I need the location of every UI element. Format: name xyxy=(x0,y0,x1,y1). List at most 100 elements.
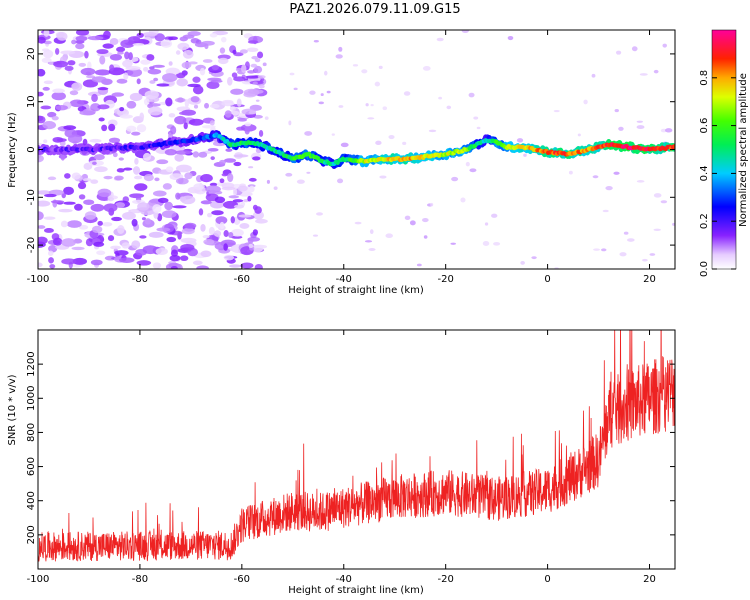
noise-blob xyxy=(446,105,452,110)
noise-blob xyxy=(142,152,151,161)
noise-blob xyxy=(229,264,242,268)
noise-blob xyxy=(154,177,160,182)
noise-blob xyxy=(201,40,215,46)
x-tick-label: -80 xyxy=(132,574,148,585)
noise-blob xyxy=(210,156,215,161)
noise-blob xyxy=(132,166,141,175)
noise-blob xyxy=(63,201,76,205)
noise-blob xyxy=(149,80,156,84)
noise-blob xyxy=(102,222,113,227)
noise-blob xyxy=(47,111,57,118)
noise-blob xyxy=(66,220,82,228)
noise-blob xyxy=(143,67,149,72)
noise-blob xyxy=(493,241,501,246)
noise-blob xyxy=(71,172,81,180)
colorbar-ticks: 0.0 0.2 0.4 0.6 0.8 xyxy=(699,70,736,277)
noise-blob xyxy=(451,176,459,182)
noise-blob xyxy=(103,203,118,213)
noise-blob xyxy=(61,258,77,265)
noise-blob xyxy=(132,43,145,47)
noise-blob xyxy=(264,116,269,120)
noise-blob xyxy=(476,126,481,130)
noise-blob xyxy=(131,218,138,227)
noise-blob xyxy=(636,180,645,183)
noise-blob xyxy=(593,248,600,251)
noise-blob xyxy=(181,61,192,69)
noise-blob xyxy=(202,234,210,239)
noise-blob xyxy=(174,97,186,103)
noise-blob xyxy=(626,238,635,242)
noise-blob xyxy=(203,239,215,245)
noise-blob xyxy=(214,196,226,204)
noise-blob xyxy=(48,257,54,264)
noise-blob xyxy=(38,211,44,221)
noise-blob xyxy=(168,113,176,118)
noise-blob xyxy=(207,147,219,152)
noise-blob xyxy=(220,36,227,43)
noise-blob xyxy=(465,161,470,167)
noise-blob xyxy=(318,101,325,105)
noise-blob xyxy=(491,213,498,218)
noise-blob xyxy=(82,178,92,182)
noise-blob xyxy=(205,185,221,193)
y-tick-label: -10 xyxy=(26,189,37,205)
noise-blob xyxy=(139,112,145,121)
noise-blob xyxy=(636,125,645,130)
noise-blob xyxy=(168,61,173,66)
snr-x-axis-label: Height of straight line (km) xyxy=(288,585,424,596)
noise-blob xyxy=(90,203,105,212)
noise-blob xyxy=(168,36,178,41)
noise-blob xyxy=(157,197,169,204)
noise-blob xyxy=(69,99,85,108)
noise-blob xyxy=(78,194,86,200)
noise-blob xyxy=(122,211,136,220)
noise-blob xyxy=(232,199,244,203)
noise-blob xyxy=(211,64,219,71)
y-tick-label: 1200 xyxy=(26,351,37,376)
noise-blob xyxy=(78,62,87,67)
noise-blob xyxy=(48,61,54,65)
noise-blob xyxy=(116,78,128,84)
noise-blob xyxy=(175,72,186,79)
noise-blob xyxy=(63,125,77,130)
noise-blob xyxy=(91,76,107,83)
colorbar-tick-label: 0.4 xyxy=(699,165,710,181)
noise-blob xyxy=(266,179,270,184)
x-tick-label: -20 xyxy=(438,574,454,585)
noise-blob xyxy=(662,43,667,48)
noise-blob xyxy=(248,110,257,115)
noise-blob xyxy=(370,104,374,107)
noise-blob xyxy=(253,65,263,74)
noise-blob xyxy=(156,227,171,232)
noise-blob xyxy=(111,92,125,97)
noise-blob xyxy=(192,260,203,266)
noise-blob xyxy=(577,133,581,137)
noise-blob xyxy=(672,222,675,226)
noise-blob xyxy=(602,209,609,213)
noise-blob xyxy=(230,235,243,239)
colorbar: 0.0 0.2 0.4 0.6 0.8 Normalized spectral ampl… xyxy=(699,29,749,277)
noise-blob xyxy=(38,200,51,207)
noise-blob xyxy=(247,40,259,44)
noise-blob xyxy=(469,168,477,173)
noise-blob xyxy=(507,35,514,41)
noise-blob xyxy=(385,233,393,239)
noise-blob xyxy=(248,243,254,249)
snr-x-ticks: -100 -80 -60 -40 -20 0 20 xyxy=(27,330,656,585)
noise-blob xyxy=(119,106,125,112)
y-tick-label: 800 xyxy=(26,423,37,442)
noise-blob xyxy=(337,178,344,184)
x-tick-label: 0 xyxy=(544,574,550,585)
noise-blob xyxy=(665,128,673,133)
noise-blob xyxy=(233,161,242,167)
noise-blob xyxy=(61,238,76,247)
noise-blob xyxy=(340,142,349,148)
noise-blob xyxy=(252,204,258,211)
noise-blob xyxy=(156,83,170,87)
noise-blob xyxy=(89,138,102,143)
noise-blob xyxy=(42,48,50,52)
noise-blob xyxy=(631,46,638,52)
noise-blob xyxy=(97,188,112,198)
noise-blob xyxy=(568,170,573,175)
noise-blob xyxy=(324,70,328,76)
